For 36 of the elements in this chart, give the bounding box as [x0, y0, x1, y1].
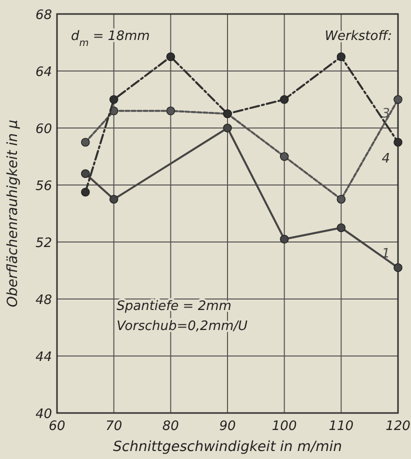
- point: [336, 52, 346, 62]
- y-tick-label: 44: [35, 350, 52, 365]
- x-tick-label: 120: [386, 419, 410, 434]
- x-tick-label: 70: [106, 419, 122, 434]
- point: [394, 263, 402, 272]
- point: [166, 52, 176, 62]
- point: [81, 138, 90, 147]
- y-tick-label: 64: [35, 65, 52, 80]
- y-tick-label: 56: [35, 179, 52, 194]
- y-tick-label: 48: [35, 293, 52, 308]
- y-tick-label: 52: [35, 236, 52, 251]
- point: [394, 138, 402, 147]
- x-axis-title: Schnittgeschwindigkeit in m/min: [113, 439, 342, 455]
- point: [81, 169, 90, 178]
- point: [109, 194, 118, 204]
- x-tick-label: 80: [162, 419, 179, 434]
- y-tick-label: 60: [35, 122, 52, 137]
- x-tick-label: 110: [328, 419, 354, 434]
- point: [280, 152, 289, 161]
- point: [336, 194, 346, 204]
- series-label: 4: [382, 151, 390, 166]
- point: [394, 95, 402, 104]
- point: [280, 234, 289, 244]
- point: [336, 223, 346, 232]
- x-tick-label: 100: [272, 419, 297, 434]
- y-tick-label: 68: [35, 8, 52, 23]
- point: [166, 106, 176, 116]
- point: [280, 95, 289, 104]
- y-tick-label: 40: [35, 407, 52, 422]
- y-axis-title: Oberflächenrauhigkeit in μ: [5, 120, 21, 308]
- series-label: 3: [382, 106, 390, 122]
- point: [109, 95, 118, 104]
- point: [223, 124, 232, 132]
- x-tick-label: 90: [219, 419, 236, 434]
- x-tick-label: 60: [48, 419, 66, 434]
- point: [81, 188, 90, 197]
